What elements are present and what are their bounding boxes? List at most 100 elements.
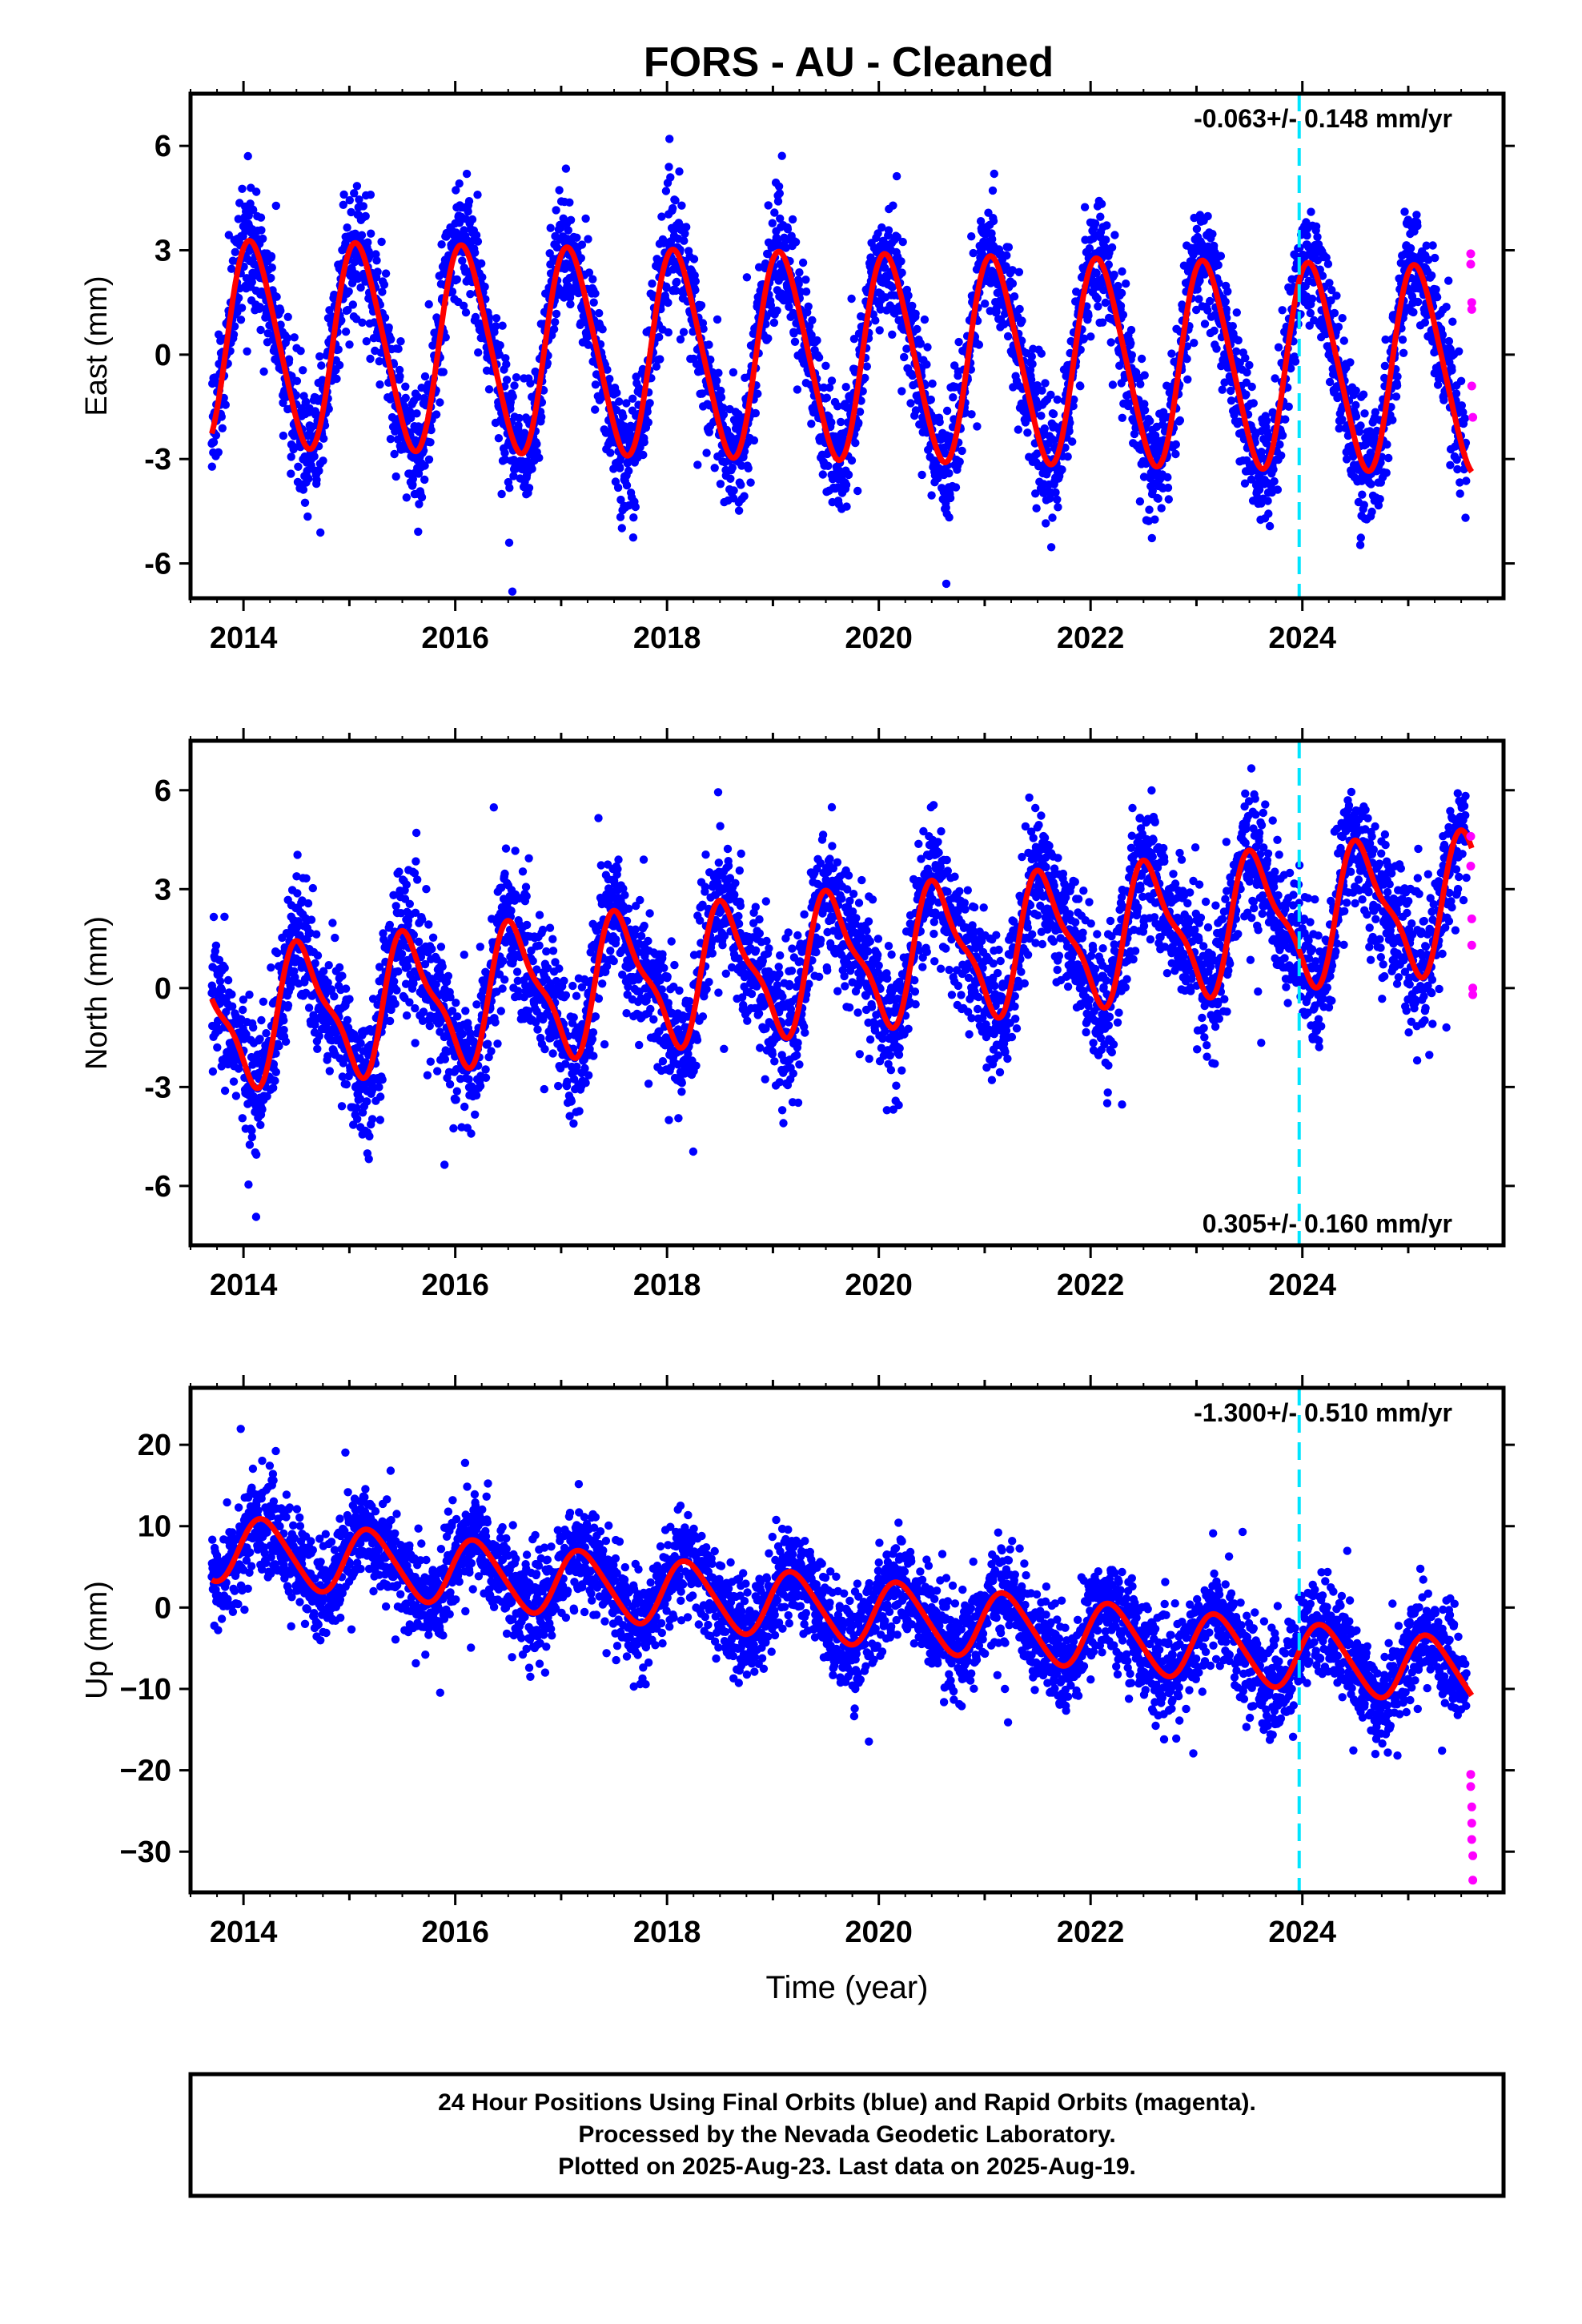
data-point <box>801 275 810 284</box>
data-point <box>689 255 699 263</box>
data-point <box>713 315 722 324</box>
data-point <box>1444 276 1453 285</box>
data-point <box>669 203 677 213</box>
data-point <box>717 393 726 402</box>
data-point <box>473 191 482 199</box>
data-point <box>252 187 261 196</box>
data-point <box>908 301 917 311</box>
data-point <box>347 279 357 287</box>
data-point <box>1163 472 1172 482</box>
data-point <box>1084 311 1093 320</box>
data-point <box>666 173 675 182</box>
data-point <box>1448 317 1457 326</box>
data-point <box>223 975 233 985</box>
data-point <box>644 418 652 427</box>
data-point <box>1037 412 1046 420</box>
data-point <box>1002 251 1011 260</box>
data-point <box>1014 425 1023 434</box>
data-point <box>509 472 518 480</box>
data-point <box>1269 465 1278 474</box>
data-point <box>236 316 246 324</box>
data-point <box>827 418 836 427</box>
data-point <box>466 290 475 299</box>
data-point <box>1325 279 1334 287</box>
data-point <box>565 198 574 207</box>
data-point <box>293 850 302 859</box>
data-point <box>588 275 597 283</box>
data-point <box>1393 372 1402 381</box>
data-point <box>537 412 546 421</box>
data-point <box>1428 241 1437 250</box>
data-point <box>1104 260 1114 269</box>
data-point <box>945 513 954 522</box>
data-point <box>237 304 247 312</box>
data-point <box>552 206 560 215</box>
data-point <box>769 318 779 328</box>
data-point <box>341 328 351 336</box>
data-point <box>1154 494 1162 503</box>
data-point <box>231 247 239 256</box>
data-point <box>259 234 267 243</box>
data-point <box>339 190 348 199</box>
data-point <box>436 398 444 407</box>
data-point <box>576 254 585 263</box>
data-point <box>1313 232 1322 242</box>
data-point <box>1002 262 1010 271</box>
data-point <box>1291 357 1300 366</box>
data-point <box>324 961 333 970</box>
data-point <box>1053 395 1062 404</box>
data-point <box>290 443 299 452</box>
data-point <box>1303 231 1311 240</box>
data-point <box>655 332 664 342</box>
data-point <box>855 408 865 416</box>
data-point <box>1420 318 1430 327</box>
data-point <box>1145 505 1154 514</box>
data-point <box>495 350 504 359</box>
data-point <box>631 502 640 512</box>
data-point <box>1200 320 1210 328</box>
data-point <box>273 948 282 958</box>
y-tick-label: -3 <box>144 443 171 476</box>
data-point <box>893 232 902 242</box>
data-point <box>1455 347 1464 356</box>
data-point <box>502 376 512 384</box>
data-point <box>345 195 354 205</box>
data-point <box>1216 251 1226 260</box>
data-point <box>1431 253 1439 263</box>
data-point <box>1008 279 1018 288</box>
data-point <box>645 399 654 408</box>
data-point <box>347 207 355 217</box>
data-point <box>628 533 638 542</box>
data-point <box>949 393 958 402</box>
data-point <box>1031 388 1040 397</box>
data-point <box>1094 302 1102 311</box>
data-point <box>705 340 713 349</box>
data-point <box>1358 490 1367 499</box>
data-point <box>1140 371 1149 380</box>
data-point <box>788 215 797 224</box>
data-point <box>841 480 851 489</box>
data-point <box>207 462 216 471</box>
data-point <box>256 325 265 335</box>
data-point <box>243 347 251 356</box>
data-point <box>1118 267 1126 276</box>
data-point <box>643 407 652 416</box>
data-point <box>480 282 489 292</box>
data-point <box>458 256 467 265</box>
data-point <box>825 383 834 392</box>
data-point <box>1126 325 1136 335</box>
data-point <box>773 197 783 206</box>
data-point <box>1371 408 1380 416</box>
data-point <box>728 463 737 472</box>
data-point <box>858 387 867 396</box>
data-point <box>395 365 404 375</box>
data-point <box>508 587 517 596</box>
data-point <box>661 187 671 195</box>
data-point <box>256 213 266 222</box>
data-point <box>877 223 886 232</box>
data-point <box>1026 375 1036 384</box>
data-point <box>1391 392 1401 401</box>
y-tick-label: 0 <box>155 339 171 372</box>
data-point <box>1228 322 1238 331</box>
